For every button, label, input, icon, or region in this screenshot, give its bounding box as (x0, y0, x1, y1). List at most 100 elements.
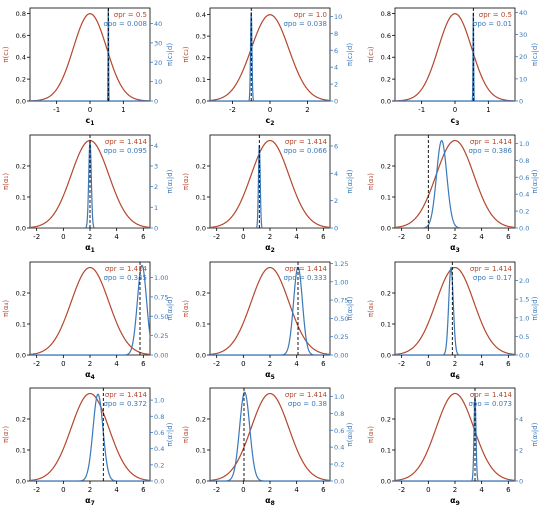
y-left-tick-label: 0.2 (16, 290, 26, 298)
x-tick-label: 2 (453, 233, 457, 241)
x-tick-label: -2 (33, 486, 40, 494)
y-left-tick-label: 0.0 (16, 225, 26, 233)
x-tick-label: 2 (453, 486, 457, 494)
y-left-tick-label: 0.2 (381, 416, 391, 424)
x-axis-label: α1 (85, 243, 95, 254)
x-tick-label: 2 (88, 486, 92, 494)
x-tick-label: -2 (33, 233, 40, 241)
subplot-1: -1 0 1 0.0 0.2 0.4 0.6 0.8 0 10 20 30 40 c1 π(c₁) π(c₁|… (2, 7, 174, 127)
prior-curve (395, 392, 515, 481)
y-right-tick-label: 0 (154, 225, 158, 233)
x-tick-label: 4 (294, 360, 299, 368)
y-right-axis-label: π(c₃|d) (531, 43, 539, 66)
x-axis-label: α2 (265, 243, 275, 254)
y-right-tick-label: 0.0 (154, 478, 164, 486)
y-right-tick-label: 0.2 (154, 461, 164, 469)
y-right-tick-label: 6 (334, 142, 338, 150)
y-left-tick-label: 0.1 (16, 447, 26, 455)
x-tick-label: 6 (321, 233, 326, 241)
x-tick-label: 6 (141, 233, 146, 241)
x-tick-label: 6 (141, 486, 146, 494)
y-left-tick-label: 0.8 (16, 10, 26, 18)
prior-curve (395, 139, 515, 228)
sigma-prior-annotation: σpr = 1.414 (470, 265, 513, 273)
x-tick-label: 0 (453, 106, 457, 114)
x-tick-label: 0 (426, 486, 430, 494)
subplot-12: -2 0 2 4 6 0.0 0.1 0.2 0 2 4 α9 π(α₉) π(α₉|d) σpr = 1.… (367, 387, 539, 507)
y-left-axis-label: π(α₇) (2, 426, 10, 443)
y-right-axis-label: π(α₁|d) (166, 169, 174, 193)
x-tick-label: 6 (141, 360, 146, 368)
y-right-tick-label: 0.0 (519, 225, 529, 233)
y-left-tick-label: 0.0 (16, 352, 26, 360)
y-right-tick-label: 10 (154, 78, 162, 86)
y-left-tick-label: 0.2 (16, 163, 26, 171)
sigma-posterior-annotation: σpo = 0.372 (103, 400, 147, 408)
prior-curve (30, 392, 150, 481)
y-left-tick-label: 0.0 (196, 352, 206, 360)
y-right-tick-label: 0 (154, 98, 158, 106)
x-axis-label: α3 (450, 243, 460, 254)
x-tick-label: 0 (426, 233, 430, 241)
y-right-axis-label: π(α₂|d) (346, 169, 354, 193)
y-left-tick-label: 0.1 (196, 194, 206, 202)
prior-curve (395, 266, 515, 355)
prior-curve (395, 13, 515, 101)
x-tick-label: -2 (229, 106, 236, 114)
subplot-2: -2 0 2 0.0 0.1 0.2 0.3 0.4 0 2 4 6 8 10 c2 π(c₂) π(c₂|d)… (182, 7, 354, 127)
posterior-curve (210, 266, 330, 355)
posterior-curve (30, 264, 150, 355)
y-left-tick-label: 0.2 (381, 290, 391, 298)
y-left-tick-label: 0.0 (381, 478, 391, 486)
y-right-tick-label: 6 (334, 47, 338, 55)
x-tick-label: 4 (114, 486, 119, 494)
subplot-4: -2 0 2 4 6 0.0 0.1 0.2 0 1 2 3 4 α1 π(α₁) π(α₁|d) σpr = … (2, 134, 174, 254)
x-axis-label: α4 (85, 370, 95, 381)
y-right-tick-label: 0.50 (154, 313, 168, 321)
y-left-tick-label: 0.4 (196, 11, 206, 19)
y-right-tick-label: 0.75 (154, 293, 168, 301)
y-left-axis-label: π(α₅) (182, 300, 190, 317)
posterior-curve (210, 391, 330, 481)
y-left-tick-label: 0.2 (16, 76, 26, 84)
prior-curve (30, 266, 150, 355)
y-left-tick-label: 0.0 (196, 478, 206, 486)
y-right-tick-label: 1.00 (154, 274, 168, 282)
y-right-axis-label: π(c₁|d) (166, 43, 174, 66)
x-tick-label: -2 (213, 233, 220, 241)
y-left-tick-label: 0.2 (381, 163, 391, 171)
subplot-11: -2 0 2 4 6 0.0 0.1 0.2 0.0 0.2 0.4 0.6 0.8 1.0 α8 π(α₈)… (182, 387, 354, 507)
sigma-posterior-annotation: σpo = 0.386 (468, 147, 512, 155)
y-right-axis-label: π(c₂|d) (346, 43, 354, 66)
y-right-tick-label: 8 (334, 30, 338, 38)
x-tick-label: 6 (506, 233, 511, 241)
y-right-tick-label: 0 (519, 98, 523, 106)
y-left-tick-label: 0.0 (381, 352, 391, 360)
posterior-curve (395, 266, 515, 355)
y-right-axis-label: π(α₅|d) (346, 296, 354, 320)
sigma-prior-annotation: σpr = 1.0 (294, 11, 327, 19)
y-left-tick-label: 0.2 (381, 76, 391, 84)
y-right-tick-label: 20 (519, 53, 527, 61)
y-right-tick-label: 3 (154, 163, 158, 171)
x-tick-label: 4 (294, 486, 299, 494)
y-right-tick-label: 0.25 (154, 332, 168, 340)
y-left-tick-label: 0.1 (16, 321, 26, 329)
x-tick-label: 1 (486, 106, 490, 114)
x-tick-label: 6 (321, 360, 326, 368)
y-right-tick-label: 0.25 (334, 333, 348, 341)
y-left-tick-label: 0.1 (381, 194, 391, 202)
prior-curve (210, 139, 330, 228)
posterior-curve (395, 396, 515, 481)
y-left-tick-label: 0.4 (16, 54, 26, 62)
x-tick-label: 4 (114, 233, 119, 241)
y-left-axis-label: π(c₃) (367, 46, 375, 63)
y-left-tick-label: 0.4 (381, 54, 391, 62)
y-right-tick-label: 4 (154, 142, 158, 150)
x-tick-label: 0 (61, 360, 65, 368)
y-left-tick-label: 0.1 (196, 76, 206, 84)
sigma-posterior-annotation: σpo = 0.008 (103, 20, 147, 28)
y-right-tick-label: 0.6 (519, 174, 529, 182)
x-tick-label: 2 (88, 360, 92, 368)
